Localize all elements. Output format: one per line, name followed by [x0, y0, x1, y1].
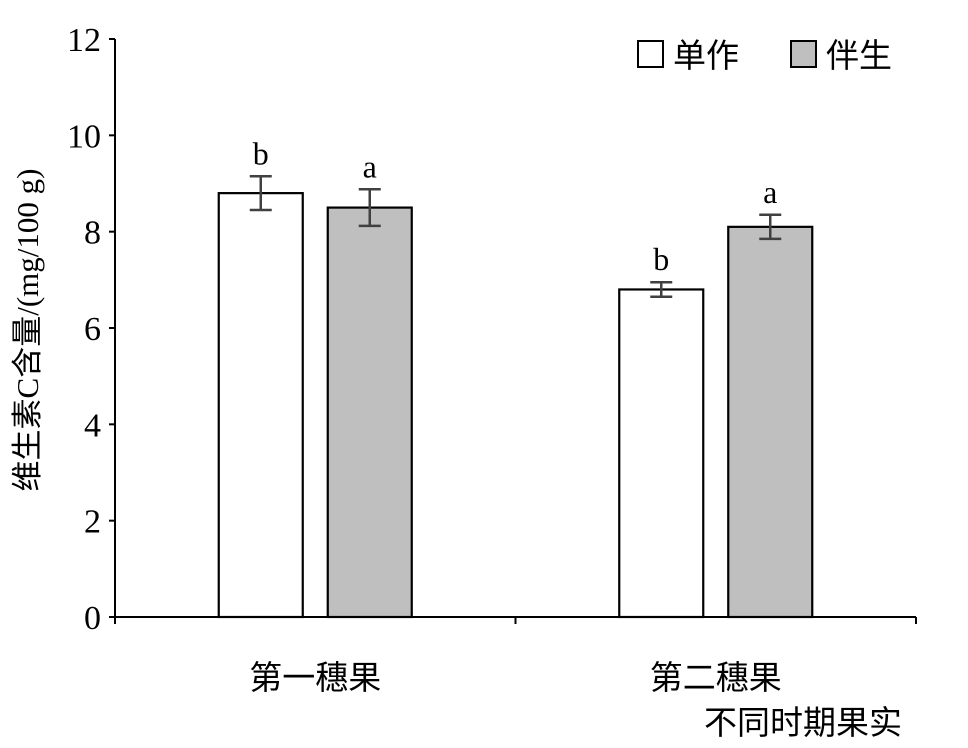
legend-swatch — [637, 40, 664, 68]
x-category-label: 第二穗果 — [650, 658, 782, 697]
bar — [326, 206, 413, 619]
significance-label: a — [363, 148, 377, 184]
y-tick-label: 6 — [84, 311, 101, 348]
x-axis: 第一穗果 第二穗果 — [114, 616, 917, 697]
y-tick-label: 4 — [84, 407, 101, 444]
bar — [618, 288, 705, 619]
y-tick-label: 0 — [84, 600, 101, 637]
significance-label: a — [763, 174, 777, 210]
legend-swatch — [790, 40, 817, 68]
y-axis: 0 2 4 6 8 10 12 — [67, 22, 116, 637]
y-tick-label: 12 — [67, 22, 101, 59]
legend: 单作 伴生 — [637, 36, 892, 75]
bars: b a b a — [217, 135, 814, 619]
x-category-label: 第一穗果 — [249, 658, 381, 697]
legend-label: 单作 — [673, 36, 739, 75]
y-tick-label: 2 — [84, 504, 101, 541]
y-tick-label: 10 — [67, 118, 101, 155]
significance-label: b — [253, 135, 269, 171]
x-axis-title: 不同时期果实 — [704, 703, 902, 742]
y-axis-title: 维生素C含量/(mg/100 g) — [10, 169, 45, 492]
y-tick-label: 8 — [84, 215, 101, 252]
significance-label: b — [653, 241, 669, 277]
bar — [217, 192, 304, 619]
legend-label: 伴生 — [826, 36, 892, 75]
bar — [727, 225, 814, 619]
